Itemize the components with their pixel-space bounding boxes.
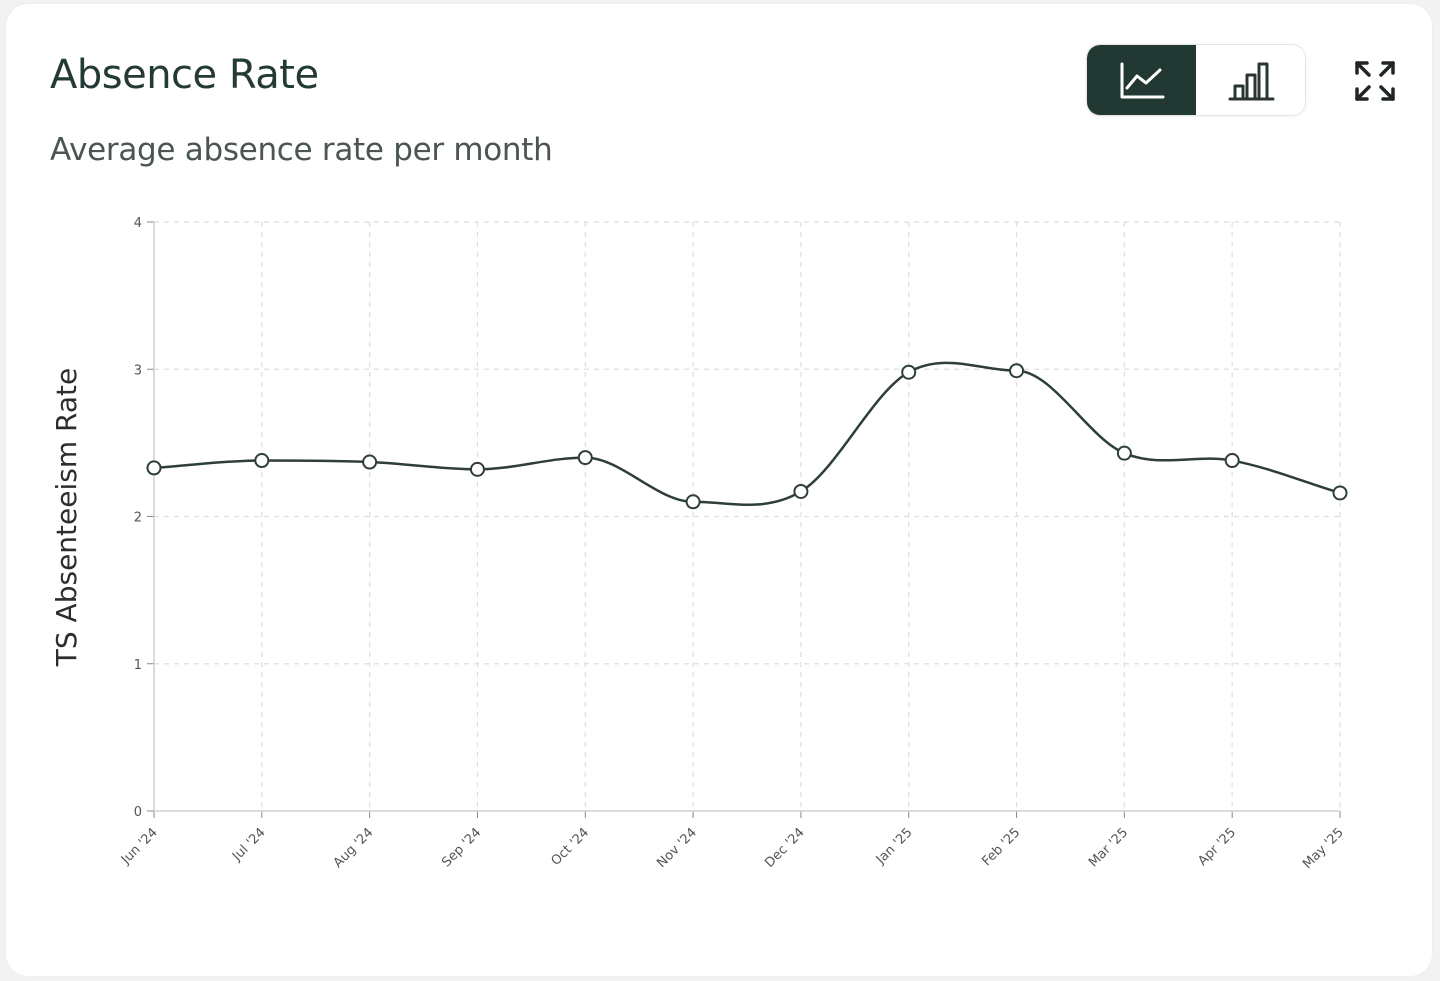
expand-button[interactable] bbox=[1352, 58, 1398, 104]
bar-chart-icon bbox=[1228, 62, 1274, 101]
data-point[interactable] bbox=[362, 454, 378, 470]
x-tick-label: Oct '24 bbox=[548, 825, 592, 869]
data-point[interactable] bbox=[1116, 445, 1132, 461]
chart-axes: 0 1 2 3 4 Jun '24 Jul '24 Aug '24 Sep '24 Oct '24… bbox=[118, 216, 1347, 872]
y-tick-label: 2 bbox=[134, 511, 142, 526]
x-tick-label: Mar '25 bbox=[1086, 825, 1131, 870]
absence-rate-card: Absence Rate Average absence rate per mo… bbox=[6, 4, 1432, 976]
data-point[interactable] bbox=[1009, 363, 1025, 379]
y-axis-label: TS Absenteeism Rate bbox=[50, 368, 83, 667]
x-tick-label: Jul '24 bbox=[229, 825, 269, 865]
x-tick-label: Apr '25 bbox=[1195, 825, 1239, 869]
data-point[interactable] bbox=[901, 364, 917, 380]
x-tick-label: Sep '24 bbox=[439, 825, 484, 870]
card-title: Absence Rate bbox=[50, 52, 319, 98]
x-tick-label: Jun '24 bbox=[118, 825, 161, 868]
x-tick-label: Aug '24 bbox=[331, 825, 377, 871]
x-tick-label: May '25 bbox=[1300, 825, 1347, 872]
data-point[interactable] bbox=[146, 460, 162, 476]
data-point[interactable] bbox=[685, 494, 701, 510]
data-point[interactable] bbox=[254, 453, 270, 469]
data-point[interactable] bbox=[469, 461, 485, 477]
chart-series bbox=[153, 361, 1341, 506]
expand-icon bbox=[1355, 61, 1395, 101]
line-chart-icon bbox=[1120, 62, 1164, 99]
y-tick-label: 1 bbox=[134, 658, 142, 673]
x-tick-label: Nov '24 bbox=[654, 825, 700, 871]
x-tick-label: Jan '25 bbox=[873, 825, 916, 868]
card-subtitle: Average absence rate per month bbox=[50, 132, 553, 168]
data-point[interactable] bbox=[793, 483, 809, 499]
data-point[interactable] bbox=[1224, 453, 1240, 469]
series-line bbox=[153, 361, 1341, 506]
data-point[interactable] bbox=[577, 450, 593, 466]
bar-view-button[interactable] bbox=[1196, 45, 1305, 115]
x-tick-label: Feb '25 bbox=[979, 825, 1023, 869]
chart-grid bbox=[154, 221, 1341, 811]
data-point[interactable] bbox=[1332, 485, 1348, 501]
line-view-button[interactable] bbox=[1087, 45, 1196, 115]
chart-type-toggle bbox=[1086, 44, 1306, 116]
x-tick-label: Dec '24 bbox=[762, 825, 808, 871]
y-tick-label: 4 bbox=[134, 216, 142, 231]
y-tick-label: 0 bbox=[134, 805, 142, 820]
y-tick-label: 3 bbox=[134, 363, 142, 378]
chart-points bbox=[146, 363, 1348, 510]
